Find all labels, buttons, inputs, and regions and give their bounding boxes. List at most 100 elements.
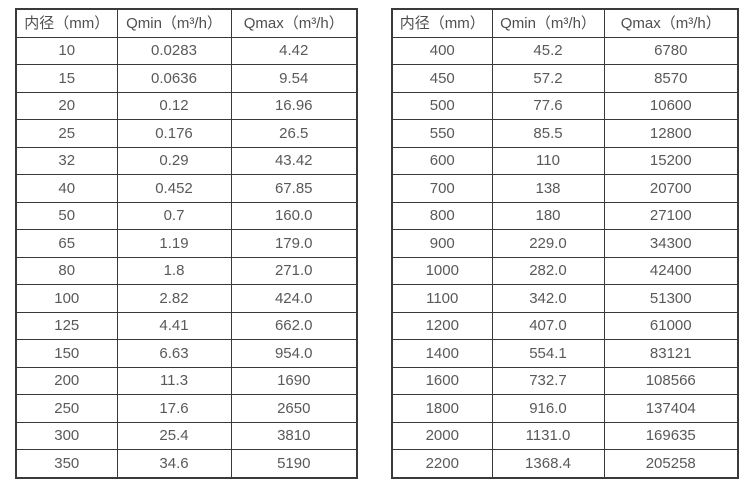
table-row: 20 0.12 16.96 — [15, 91, 358, 120]
header-row: 内径（mm） Qmin（m³/h） Qmax（m³/h） — [391, 8, 739, 38]
table-cell: 15 — [15, 64, 118, 93]
table-cell: 500 — [391, 91, 493, 120]
table-row: 150 6.63 954.0 — [15, 339, 358, 368]
table-cell: 732.7 — [491, 366, 605, 395]
table-cell: 282.0 — [491, 256, 605, 285]
table-cell: 250 — [15, 394, 118, 423]
table-cell: 67.85 — [230, 174, 358, 203]
table-row: 1400 554.1 83121 — [391, 339, 739, 368]
table-row: 15 0.0636 9.54 — [15, 64, 358, 93]
table-cell: 20 — [15, 91, 118, 120]
header-row: 内径（mm） Qmin（m³/h） Qmax（m³/h） — [15, 8, 358, 38]
table-cell: 57.2 — [491, 64, 605, 93]
table-row: 1100 342.0 51300 — [391, 284, 739, 313]
table-row: 500 77.6 10600 — [391, 91, 739, 120]
table-cell: 0.12 — [116, 91, 232, 120]
table-row: 300 25.4 3810 — [15, 421, 358, 450]
table-cell: 179.0 — [230, 229, 358, 258]
table-cell: 6.63 — [116, 339, 232, 368]
table-row: 900 229.0 34300 — [391, 229, 739, 258]
table-cell: 83121 — [603, 339, 739, 368]
table-cell: 85.5 — [491, 119, 605, 148]
table-cell: 10600 — [603, 91, 739, 120]
table-row: 125 4.41 662.0 — [15, 311, 358, 340]
table-row: 1000 282.0 42400 — [391, 256, 739, 285]
column-header: Qmax（m³/h） — [230, 8, 358, 38]
table-cell: 0.29 — [116, 146, 232, 175]
table-row: 700 138 20700 — [391, 174, 739, 203]
table-cell: 900 — [391, 229, 493, 258]
flow-range-table-small-diameters: 内径（mm） Qmin（m³/h） Qmax（m³/h） 10 0.0283 4.42 15… — [15, 8, 358, 479]
table-row: 1800 916.0 137404 — [391, 394, 739, 423]
table-row: 550 85.5 12800 — [391, 119, 739, 148]
column-header: 内径（mm） — [391, 8, 493, 38]
table-cell: 8570 — [603, 64, 739, 93]
table-cell: 0.452 — [116, 174, 232, 203]
table-cell: 550 — [391, 119, 493, 148]
table-row: 800 180 27100 — [391, 201, 739, 230]
table-cell: 110 — [491, 146, 605, 175]
table-cell: 137404 — [603, 394, 739, 423]
table-cell: 450 — [391, 64, 493, 93]
table-row: 350 34.6 5190 — [15, 449, 358, 478]
table-row: 100 2.82 424.0 — [15, 284, 358, 313]
table-cell: 32 — [15, 146, 118, 175]
table-cell: 9.54 — [230, 64, 358, 93]
table-cell: 1000 — [391, 256, 493, 285]
table-row: 450 57.2 8570 — [391, 64, 739, 93]
table-cell: 160.0 — [230, 201, 358, 230]
table-cell: 662.0 — [230, 311, 358, 340]
table-row: 1200 407.0 61000 — [391, 311, 739, 340]
table-cell: 34.6 — [116, 449, 232, 478]
table-row: 65 1.19 179.0 — [15, 229, 358, 258]
table-row: 600 110 15200 — [391, 146, 739, 175]
table-cell: 1368.4 — [491, 449, 605, 478]
table-cell: 100 — [15, 284, 118, 313]
table-cell: 51300 — [603, 284, 739, 313]
table-cell: 65 — [15, 229, 118, 258]
table-cell: 600 — [391, 146, 493, 175]
table-cell: 554.1 — [491, 339, 605, 368]
table-cell: 12800 — [603, 119, 739, 148]
table-row: 1600 732.7 108566 — [391, 366, 739, 395]
table-cell: 0.0636 — [116, 64, 232, 93]
table-cell: 407.0 — [491, 311, 605, 340]
table-cell: 2650 — [230, 394, 358, 423]
table-row: 2200 1368.4 205258 — [391, 449, 739, 478]
table-row: 400 45.2 6780 — [391, 36, 739, 65]
table-cell: 17.6 — [116, 394, 232, 423]
table-cell: 1100 — [391, 284, 493, 313]
table-cell: 43.42 — [230, 146, 358, 175]
table-cell: 40 — [15, 174, 118, 203]
table-cell: 1400 — [391, 339, 493, 368]
table-cell: 342.0 — [491, 284, 605, 313]
table-cell: 25 — [15, 119, 118, 148]
table-cell: 11.3 — [116, 366, 232, 395]
table-cell: 916.0 — [491, 394, 605, 423]
table-cell: 229.0 — [491, 229, 605, 258]
table-cell: 2200 — [391, 449, 493, 478]
table-cell: 0.7 — [116, 201, 232, 230]
table-cell: 169635 — [603, 421, 739, 450]
table-cell: 26.5 — [230, 119, 358, 148]
table-cell: 300 — [15, 421, 118, 450]
table-cell: 150 — [15, 339, 118, 368]
table-cell: 125 — [15, 311, 118, 340]
table-cell: 108566 — [603, 366, 739, 395]
table-cell: 1.8 — [116, 256, 232, 285]
table-cell: 50 — [15, 201, 118, 230]
table-cell: 3810 — [230, 421, 358, 450]
table-cell: 27100 — [603, 201, 739, 230]
table-cell: 1200 — [391, 311, 493, 340]
table-row: 32 0.29 43.42 — [15, 146, 358, 175]
table-cell: 2.82 — [116, 284, 232, 313]
table-cell: 1800 — [391, 394, 493, 423]
table-cell: 77.6 — [491, 91, 605, 120]
table-row: 40 0.452 67.85 — [15, 174, 358, 203]
table-cell: 200 — [15, 366, 118, 395]
table-row: 80 1.8 271.0 — [15, 256, 358, 285]
table-cell: 4.41 — [116, 311, 232, 340]
table-cell: 25.4 — [116, 421, 232, 450]
column-header: Qmin（m³/h） — [491, 8, 605, 38]
